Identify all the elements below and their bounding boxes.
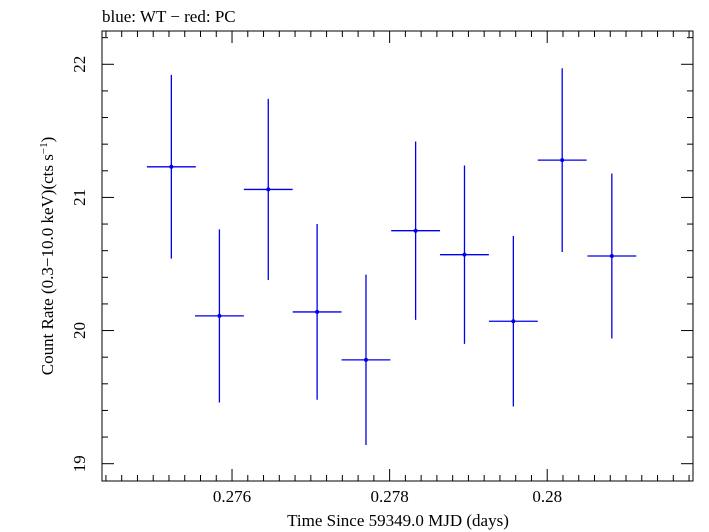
x-tick-label: 0.28 <box>532 487 562 506</box>
data-point <box>292 224 342 400</box>
data-marker <box>413 228 418 233</box>
data-points <box>146 68 637 446</box>
data-marker <box>217 313 222 318</box>
y-tick-label: 20 <box>70 322 89 339</box>
data-marker <box>462 252 467 257</box>
data-marker <box>560 158 565 163</box>
y-axis-label-exponent: −1 <box>38 142 50 154</box>
y-tick-label: 22 <box>70 56 89 73</box>
data-marker <box>266 187 271 192</box>
y-tick-label: 21 <box>70 189 89 206</box>
data-marker <box>363 357 368 362</box>
x-tick-label: 0.278 <box>370 487 408 506</box>
plot-frame <box>101 30 694 482</box>
data-point <box>537 68 587 253</box>
axis-ticks <box>102 31 693 481</box>
data-marker <box>511 319 516 324</box>
chart-title: blue: WT − red: PC <box>102 7 236 26</box>
x-tick-label: 0.276 <box>213 487 251 506</box>
y-tick-label: 19 <box>70 455 89 472</box>
data-point <box>391 141 441 320</box>
y-axis-label-close: ) <box>38 137 57 143</box>
axis-tick-labels: 0.276 0.278 0.28 19 20 21 22 <box>70 56 562 506</box>
y-axis-label-main: Count Rate (0.3−10.0 keV)(cts s <box>38 154 57 375</box>
data-point <box>243 98 293 280</box>
x-axis-label: Time Since 59349.0 MJD (days) <box>287 511 509 530</box>
data-point <box>488 236 538 407</box>
data-marker <box>315 309 320 314</box>
data-point <box>146 74 196 259</box>
y-axis-label: Count Rate (0.3−10.0 keV)(cts s−1) <box>38 137 57 376</box>
data-marker <box>609 254 614 258</box>
data-point <box>194 229 244 403</box>
data-point <box>341 274 391 446</box>
data-point <box>587 173 637 339</box>
data-point <box>440 165 489 344</box>
data-marker <box>169 164 174 169</box>
